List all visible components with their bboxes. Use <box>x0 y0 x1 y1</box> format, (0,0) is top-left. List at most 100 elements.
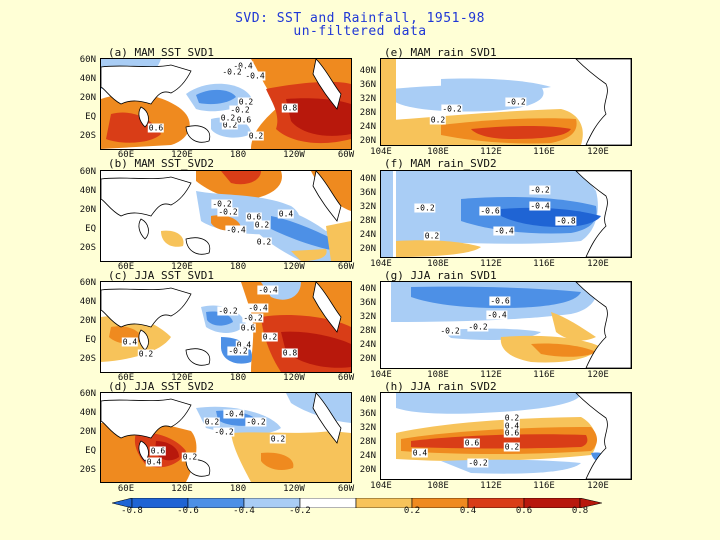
contour-label: 0.2 <box>237 97 255 107</box>
contour-label: 0.6 <box>239 323 257 333</box>
panel-a-xtick: 60W <box>337 150 355 160</box>
panel-f-xtick: 120E <box>587 259 609 269</box>
panel-h-ytick: 20N <box>359 465 376 475</box>
panel-a-ytick: 60N <box>79 55 96 65</box>
contour-label: -0.2 <box>529 185 551 195</box>
panel-c-ytick: 20S <box>79 354 96 364</box>
panel-c-xtick: 180 <box>229 373 247 383</box>
panel-f-ytick: 20N <box>359 244 376 254</box>
panel-b-ytick: 20N <box>79 205 96 215</box>
panel-g-ytick: 40N <box>359 284 376 294</box>
contour-label: -0.4 <box>225 225 247 235</box>
panel-a-ytick: 40N <box>79 74 96 84</box>
contour-label: -0.4 <box>232 61 254 71</box>
contour-label: -0.2 <box>245 417 267 427</box>
contour-label: 0.2 <box>261 332 279 342</box>
panel-g-ytick: 36N <box>359 298 376 308</box>
contour-label: -0.2 <box>227 346 249 356</box>
contour-label: -0.2 <box>217 207 239 217</box>
contour-label: 0.6 <box>463 438 481 448</box>
contour-label: -0.4 <box>257 285 279 295</box>
colorbar-tick: 0.2 <box>403 506 421 516</box>
rain-shading <box>381 171 601 257</box>
panel-e-xtick: 120E <box>587 147 609 157</box>
contour-label: 0.4 <box>503 421 521 431</box>
contour-label: -0.4 <box>247 303 269 313</box>
panel-g-xtick: 120E <box>587 370 609 380</box>
panel-d-ytick: 40N <box>79 408 96 418</box>
panel-g-title: (g) JJA rain_SVD1 <box>384 269 497 282</box>
panel-d-xtick: 60W <box>337 484 355 494</box>
panel-h-ytick: 32N <box>359 423 376 433</box>
coastlines <box>101 393 342 477</box>
panel-b-xtick: 120W <box>283 262 305 272</box>
panel-b-ytick: EQ <box>85 224 96 234</box>
panel-g-ytick: 28N <box>359 326 376 336</box>
panel-e-ytick: 40N <box>359 66 376 76</box>
contour-label: 0.2 <box>247 131 265 141</box>
colorbar-tick: -0.2 <box>289 506 311 516</box>
panel-b-ytick: 60N <box>79 167 96 177</box>
panel-c-ytick: 20N <box>79 316 96 326</box>
contour-label: 0.2 <box>503 413 521 423</box>
panel-h-title: (h) JJA rain_SVD2 <box>384 380 497 393</box>
panel-f-ytick: 40N <box>359 174 376 184</box>
panel-c-xtick: 60E <box>117 373 135 383</box>
panel-c-title: (c) JJA SST_SVD1 <box>108 269 214 282</box>
panel-d-xtick: 180 <box>229 484 247 494</box>
contour-label: 0.2 <box>203 417 221 427</box>
panel-d-xtick: 120E <box>171 484 193 494</box>
panel-c-xtick: 120W <box>283 373 305 383</box>
contour-label: -0.4 <box>223 409 245 419</box>
contour-label: -0.4 <box>244 71 266 81</box>
colorbar-tick: -0.8 <box>121 506 143 516</box>
panel-f-map <box>380 170 632 258</box>
contour-label: 0.2 <box>253 220 271 230</box>
coastline <box>575 171 631 257</box>
contour-label: -0.2 <box>439 326 461 336</box>
panel-a-xtick: 120E <box>171 150 193 160</box>
panel-e-ytick: 20N <box>359 136 376 146</box>
panel-h-xtick: 120E <box>587 481 609 491</box>
colorbar-tick: 0.4 <box>459 506 477 516</box>
contour-label: 0.2 <box>181 452 199 462</box>
panel-d-ytick: 60N <box>79 389 96 399</box>
panel-e-xtick: 108E <box>427 147 449 157</box>
panel-c-ytick: EQ <box>85 335 96 345</box>
panel-e-title: (e) MAM rain_SVD1 <box>384 46 497 59</box>
contour-label: 0.2 <box>429 115 447 125</box>
panel-b-title: (b) MAM SST_SVD2 <box>108 157 214 170</box>
figure-subtitle: un-filtered data <box>293 24 427 39</box>
contour-label: 0.8 <box>281 103 299 113</box>
colorbar-tick: -0.4 <box>233 506 255 516</box>
contour-label: 0.4 <box>121 337 139 347</box>
panel-g-ytick: 20N <box>359 354 376 364</box>
panel-e-xtick: 116E <box>533 147 555 157</box>
panel-e-ytick: 28N <box>359 108 376 118</box>
coastlines <box>101 282 342 366</box>
panel-e-ytick: 36N <box>359 80 376 90</box>
contour-label: -0.2 <box>229 105 251 115</box>
panel-g-xtick: 108E <box>427 370 449 380</box>
contour-label: 0.2 <box>137 349 155 359</box>
panel-f-xtick: 108E <box>427 259 449 269</box>
colorbar-seg-pos-arrow <box>579 498 602 508</box>
panel-d-map <box>100 392 352 483</box>
contour-label: -0.2 <box>467 322 489 332</box>
contour-label: 0.4 <box>145 457 163 467</box>
coastlines <box>101 171 342 255</box>
panel-e-map <box>380 58 632 146</box>
rain-shading <box>396 393 610 474</box>
panel-g-xtick: 112E <box>480 370 502 380</box>
colorbar-tick: -0.6 <box>177 506 199 516</box>
contour-label: 0.6 <box>245 212 263 222</box>
panel-g-xtick: 104E <box>370 370 392 380</box>
panel-c-ytick: 40N <box>79 297 96 307</box>
rain-shading <box>391 282 601 363</box>
contour-label: 0.2 <box>269 434 287 444</box>
contour-label: -0.2 <box>221 67 243 77</box>
contour-label: 0.2 <box>219 113 237 123</box>
panel-b-xtick: 180 <box>229 262 247 272</box>
coastline <box>575 282 631 368</box>
colorbar-tick: 0.6 <box>515 506 533 516</box>
